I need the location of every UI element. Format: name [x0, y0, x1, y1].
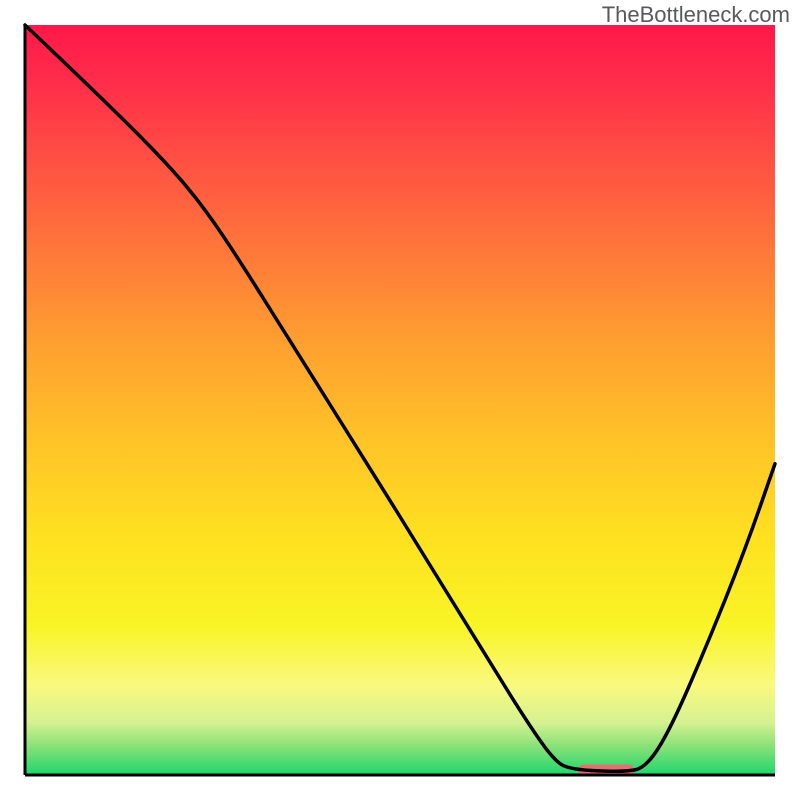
chart-background [25, 25, 775, 775]
bottleneck-chart [0, 0, 800, 800]
watermark-text: TheBottleneck.com [602, 2, 790, 28]
